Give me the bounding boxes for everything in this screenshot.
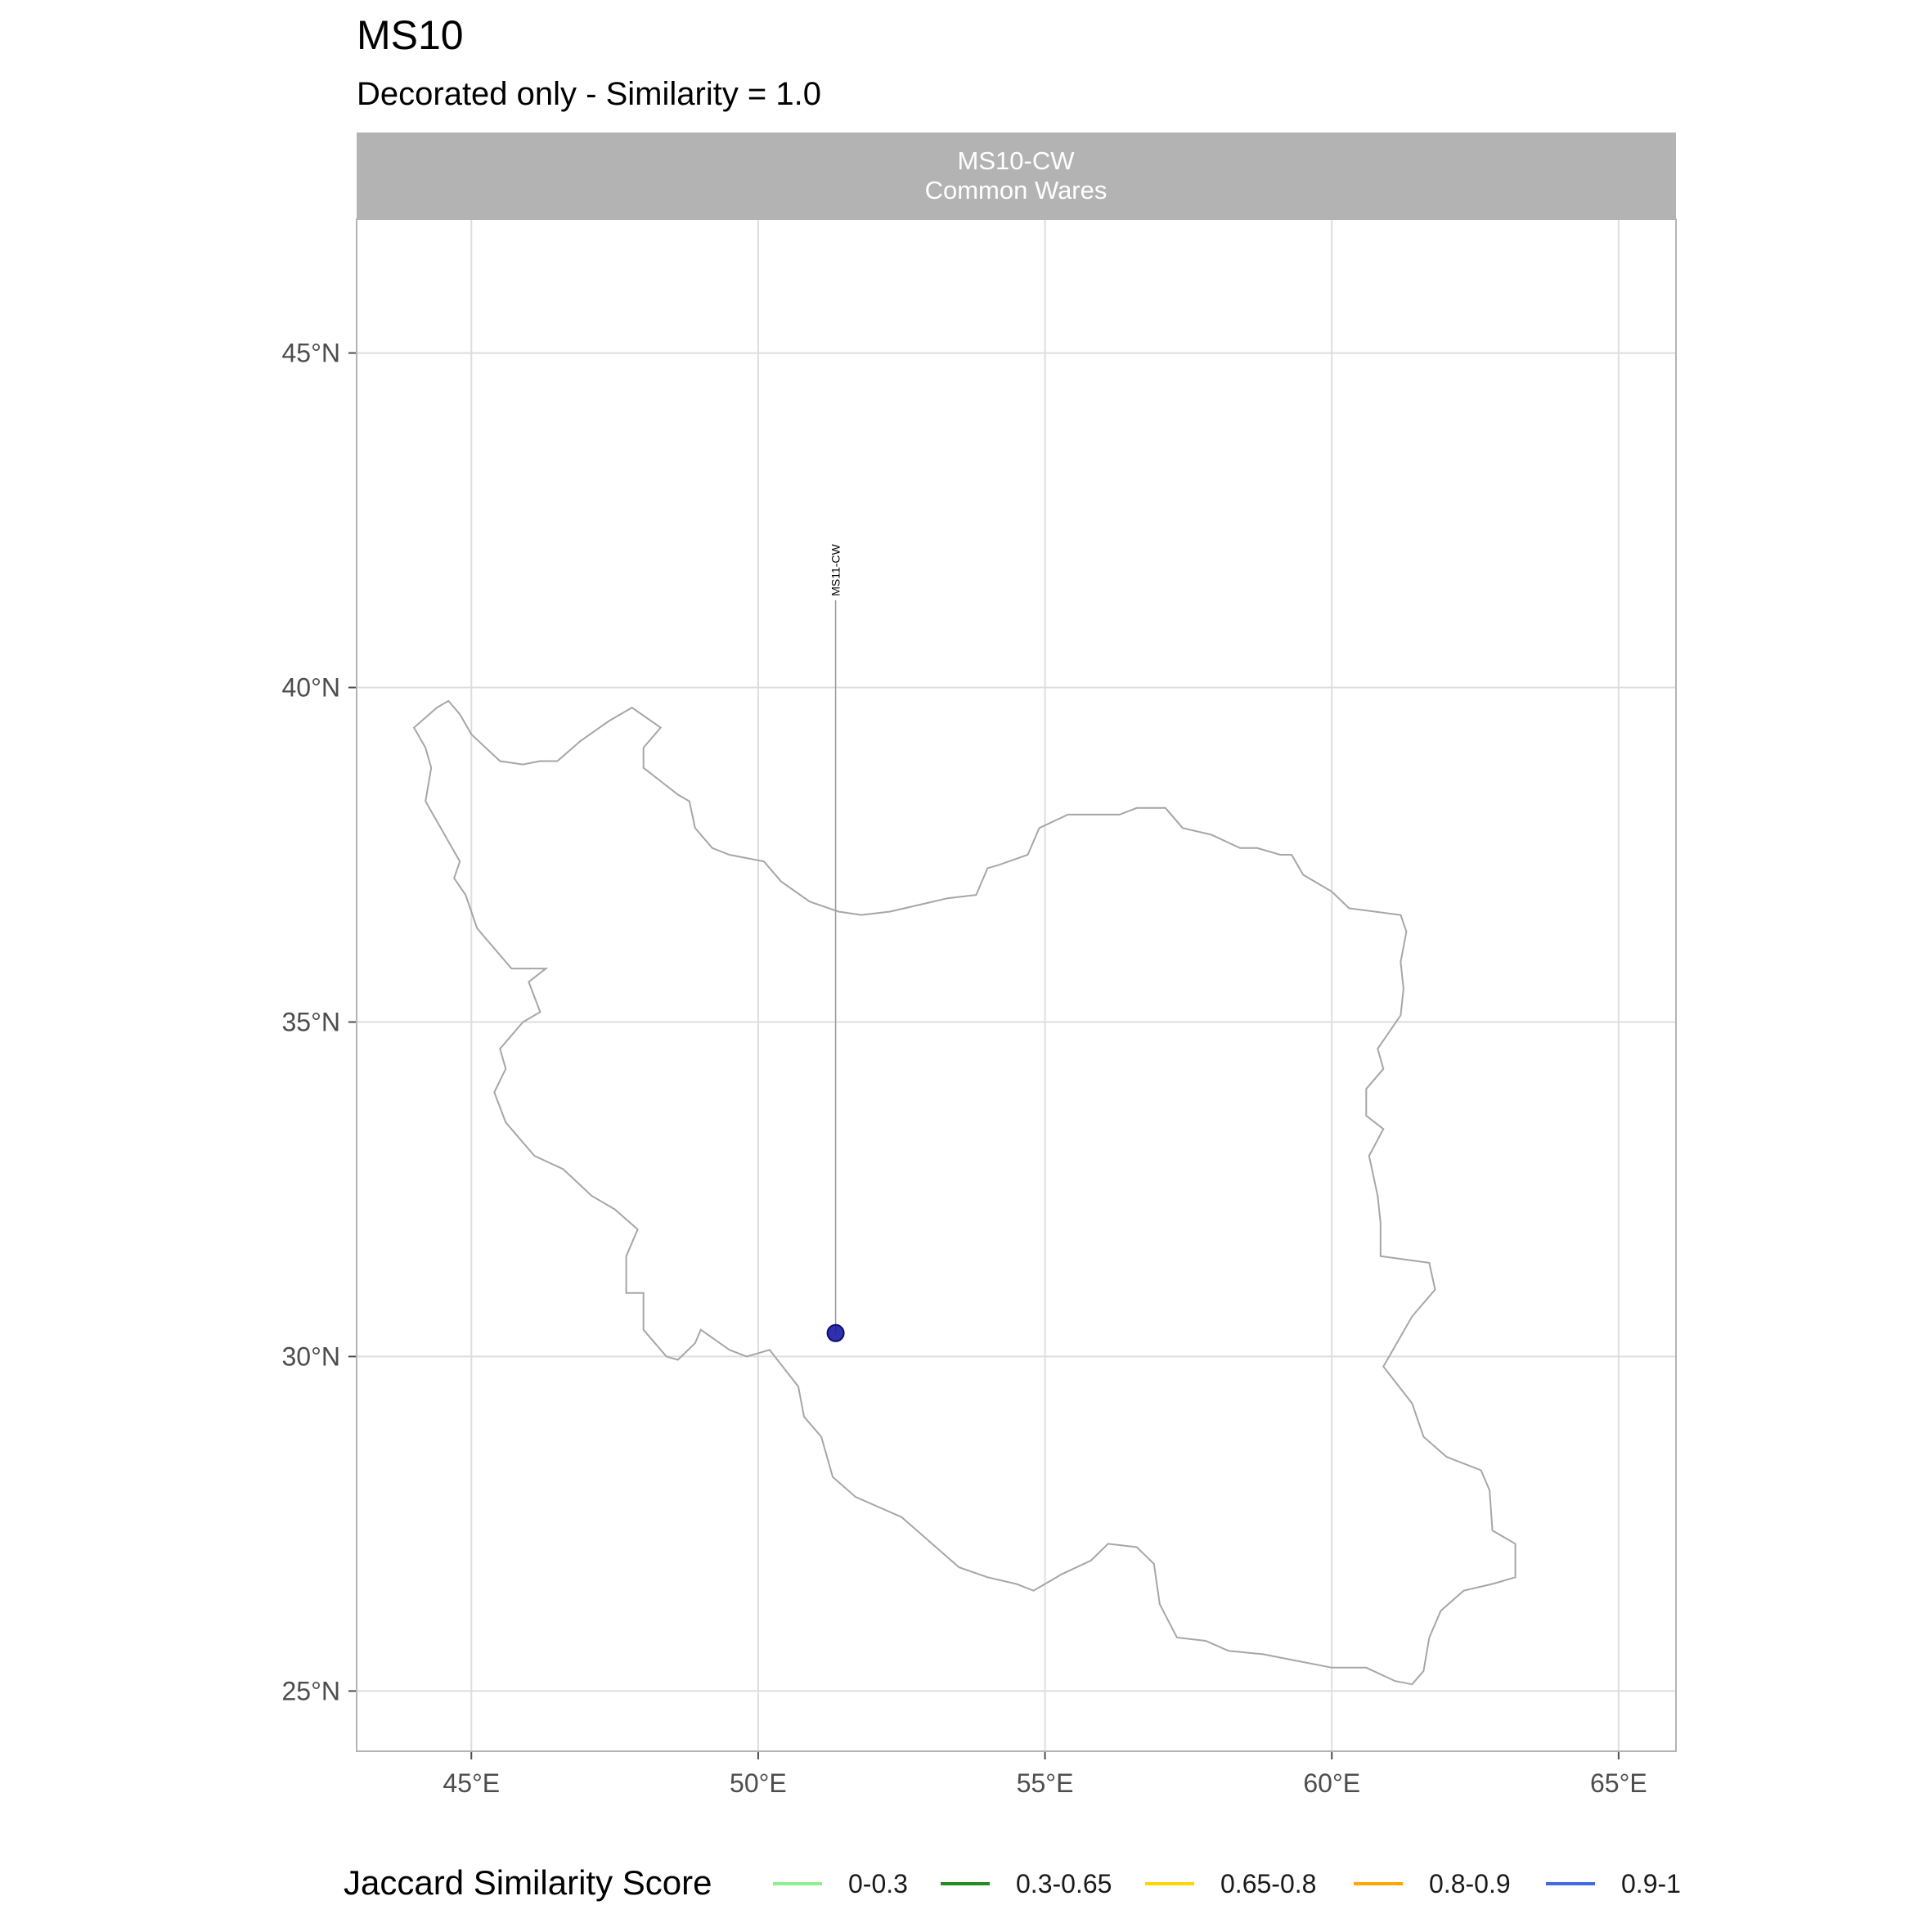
y-tick-label: 45°N bbox=[282, 339, 341, 368]
facet-strip-label-1: MS10-CW bbox=[958, 146, 1076, 175]
legend-item-label: 0.9-1 bbox=[1621, 1869, 1681, 1898]
legend-item-label: 0-0.3 bbox=[848, 1869, 908, 1898]
panel-border bbox=[356, 218, 1677, 1752]
y-tick-label: 25°N bbox=[282, 1676, 341, 1705]
y-tick-label: 40°N bbox=[282, 673, 341, 703]
x-tick-label: 65°E bbox=[1590, 1768, 1647, 1798]
legend-item-label: 0.3-0.65 bbox=[1016, 1869, 1112, 1898]
site-point bbox=[826, 1323, 845, 1342]
site-markers: MS11-CW bbox=[826, 543, 845, 1342]
x-tick-label: 60°E bbox=[1303, 1768, 1360, 1798]
x-tick-label: 55°E bbox=[1017, 1768, 1074, 1798]
legend-title: Jaccard Similarity Score bbox=[344, 1863, 712, 1902]
legend-item-label: 0.65-0.8 bbox=[1220, 1869, 1316, 1898]
iran-outline bbox=[412, 699, 1516, 1686]
site-label: MS11-CW bbox=[829, 543, 842, 595]
facet-strip-label-2: Common Wares bbox=[925, 176, 1108, 204]
axis-ticks bbox=[348, 352, 1620, 1759]
panel-background bbox=[357, 219, 1676, 1751]
legend-item-label: 0.8-0.9 bbox=[1429, 1869, 1511, 1898]
plot-title: MS10 bbox=[357, 12, 464, 58]
plot-subtitle: Decorated only - Similarity = 1.0 bbox=[357, 76, 821, 112]
legend: Jaccard Similarity Score 0-0.3 0.3-0.65 0.… bbox=[344, 1863, 1681, 1902]
gridlines bbox=[357, 219, 1676, 1751]
facet-strip bbox=[357, 133, 1676, 219]
x-tick-label: 45°E bbox=[443, 1768, 500, 1798]
x-tick-label: 50°E bbox=[730, 1768, 787, 1798]
y-tick-label: 35°N bbox=[282, 1007, 341, 1036]
legend-items: 0-0.3 0.3-0.65 0.65-0.8 0.8-0.9 0.9-1 bbox=[773, 1869, 1681, 1898]
y-tick-label: 30°N bbox=[282, 1341, 341, 1371]
map-panel: MS11-CW bbox=[348, 218, 1677, 1759]
